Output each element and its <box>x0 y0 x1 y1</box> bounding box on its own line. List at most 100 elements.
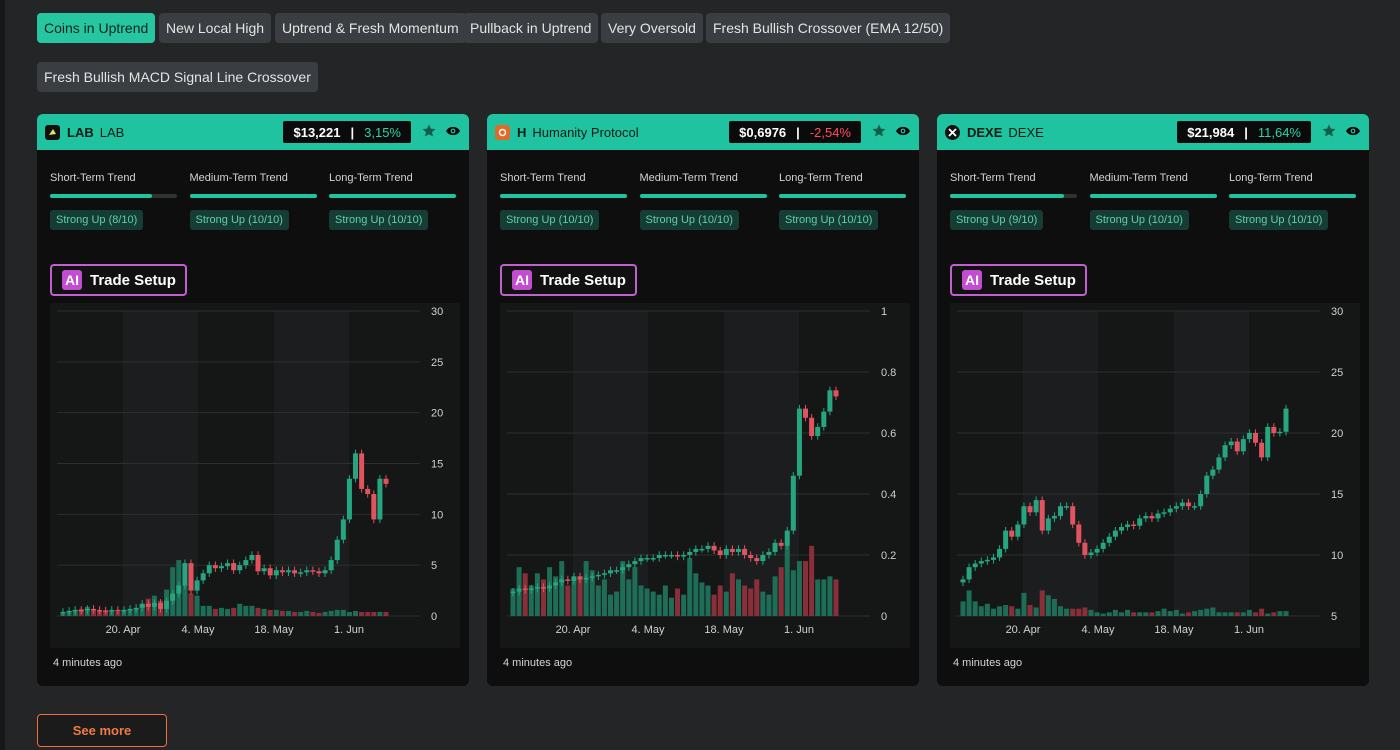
volume-bar <box>577 576 583 616</box>
filter-very-oversold[interactable]: Very Oversold <box>601 13 703 43</box>
candle-body <box>1009 530 1015 537</box>
candle-body <box>304 570 310 573</box>
trend-label: Short-Term Trend <box>950 172 1036 184</box>
candle-body <box>1064 506 1070 508</box>
trend-label: Medium-Term Trend <box>1089 172 1188 184</box>
ai-trade-setup-button[interactable]: AI Trade Setup <box>500 264 637 296</box>
volume-bar <box>1143 612 1149 616</box>
eye-icon[interactable] <box>895 125 911 137</box>
trend-bar <box>639 194 767 198</box>
candle-body <box>662 555 668 557</box>
candle-body <box>346 478 352 520</box>
filter-fresh-bullish-crossover[interactable]: Fresh Bullish Crossover (EMA 12/50) <box>706 13 951 43</box>
price-box: $0,6976 | -2,54% <box>729 121 861 143</box>
y-tick-label: 5 <box>431 560 437 572</box>
candle-body <box>1027 506 1033 513</box>
price-chart[interactable]: 5 10 15 20 25 30 20. Apr 4. May 18. May 1. Jun <box>950 303 1360 648</box>
filter-uptrend-fresh-momentum[interactable]: Uptrend & Fresh Momentum <box>275 13 466 43</box>
volume-bar <box>194 595 200 616</box>
volume-bar <box>528 585 534 616</box>
y-tick-label: 10 <box>431 509 443 521</box>
volume-bar <box>662 585 668 616</box>
candle-body <box>711 545 717 551</box>
star-icon[interactable] <box>1321 123 1337 139</box>
volume-bar <box>383 611 389 616</box>
candle-body <box>60 611 66 614</box>
volume-bar <box>984 603 990 616</box>
eye-icon[interactable] <box>1345 125 1361 137</box>
volume-bar <box>304 610 310 616</box>
volume-bar <box>540 579 546 616</box>
trend-bar-fill <box>950 194 1065 198</box>
volume-bar <box>1259 608 1265 616</box>
star-icon[interactable] <box>421 123 437 139</box>
candle-body <box>687 551 693 555</box>
candle-body <box>1112 530 1118 537</box>
volume-bar <box>1234 612 1240 616</box>
candle-body <box>133 607 139 610</box>
trend-bar <box>950 194 1077 198</box>
updated-time: 4 minutes ago <box>503 657 573 669</box>
volume-bar <box>1204 608 1210 616</box>
candle-body <box>103 610 109 612</box>
trend-medium: Medium-Term Trend Strong Up (10/10) <box>639 172 767 230</box>
trend-bar-fill <box>1229 194 1356 198</box>
coin-symbol: H <box>517 124 527 140</box>
candle-body <box>1131 524 1137 526</box>
candle-body <box>821 411 827 427</box>
filter-coins-in-uptrend[interactable]: Coins in Uptrend <box>37 13 156 43</box>
card-header: LAB LAB $13,221 | 3,15% <box>37 114 469 150</box>
candle-body <box>176 585 182 594</box>
trend-badge: Strong Up (10/10) <box>189 210 289 230</box>
volume-bar <box>1100 613 1106 616</box>
price-chart[interactable]: 0 5 10 15 20 25 30 20. Apr 4. May 18. May 1. Jun <box>50 303 460 648</box>
candle-body <box>310 570 316 572</box>
eye-icon[interactable] <box>445 125 461 137</box>
price-change: 11,64% <box>1257 124 1301 140</box>
trend-bar-fill <box>189 194 317 198</box>
candle-body <box>784 530 790 546</box>
ai-trade-setup-button[interactable]: AI Trade Setup <box>50 264 187 296</box>
coin-card-dexe[interactable]: DEXE DEXE $21,984 | 11,64% Short-Term Tr… <box>937 114 1369 686</box>
filter-pullback-in-uptrend[interactable]: Pullback in Uptrend <box>463 13 599 43</box>
trend-short: Short-Term Trend Strong Up (10/10) <box>500 172 627 230</box>
coin-card-lab[interactable]: LAB LAB $13,221 | 3,15% Short-Term Trend… <box>37 114 469 686</box>
volume-bar <box>723 591 729 616</box>
trend-bar <box>329 194 456 198</box>
price-chart[interactable]: 0 0.2 0.4 0.6 0.8 1 20. Apr 4. May 18. May 1. Jun <box>500 303 910 648</box>
see-more-button[interactable]: See more <box>37 714 167 747</box>
volume-bar <box>608 594 614 616</box>
candle-body <box>693 548 699 552</box>
volume-bar <box>754 579 760 616</box>
ai-trade-setup-button[interactable]: AI Trade Setup <box>950 264 1087 296</box>
volume-bar <box>687 558 693 616</box>
candle-body <box>809 417 815 437</box>
candle-body <box>1125 524 1131 527</box>
volume-bar <box>316 612 322 616</box>
volume-bar <box>681 594 687 616</box>
candle-body <box>164 600 170 609</box>
y-tick-label: 0.2 <box>881 550 896 562</box>
trend-bar-fill <box>1089 194 1217 198</box>
volume-bar <box>1167 611 1173 616</box>
candle-body <box>322 570 328 574</box>
candle-body <box>815 426 821 437</box>
candle-body <box>1192 506 1198 508</box>
y-tick-label: 30 <box>1331 306 1343 318</box>
volume-bar <box>699 582 705 616</box>
candle-body <box>972 563 978 568</box>
filter-fresh-bullish-macd[interactable]: Fresh Bullish MACD Signal Line Crossover <box>37 62 318 92</box>
candle-body <box>620 567 626 571</box>
candle-body <box>1161 512 1167 514</box>
candle-body <box>766 551 772 555</box>
candle-body <box>200 573 206 581</box>
coin-card-humanity-protocol[interactable]: H Humanity Protocol $0,6976 | -2,54% Sho… <box>487 114 919 686</box>
y-tick-label: 20 <box>431 408 443 420</box>
filter-new-local-high[interactable]: New Local High <box>159 13 272 43</box>
volume-bar <box>1003 605 1009 616</box>
candle-body <box>796 408 802 476</box>
volume-bar <box>583 561 589 616</box>
star-icon[interactable] <box>871 123 887 139</box>
ai-trade-setup-label: Trade Setup <box>90 271 176 289</box>
volume-bar <box>1210 607 1216 616</box>
